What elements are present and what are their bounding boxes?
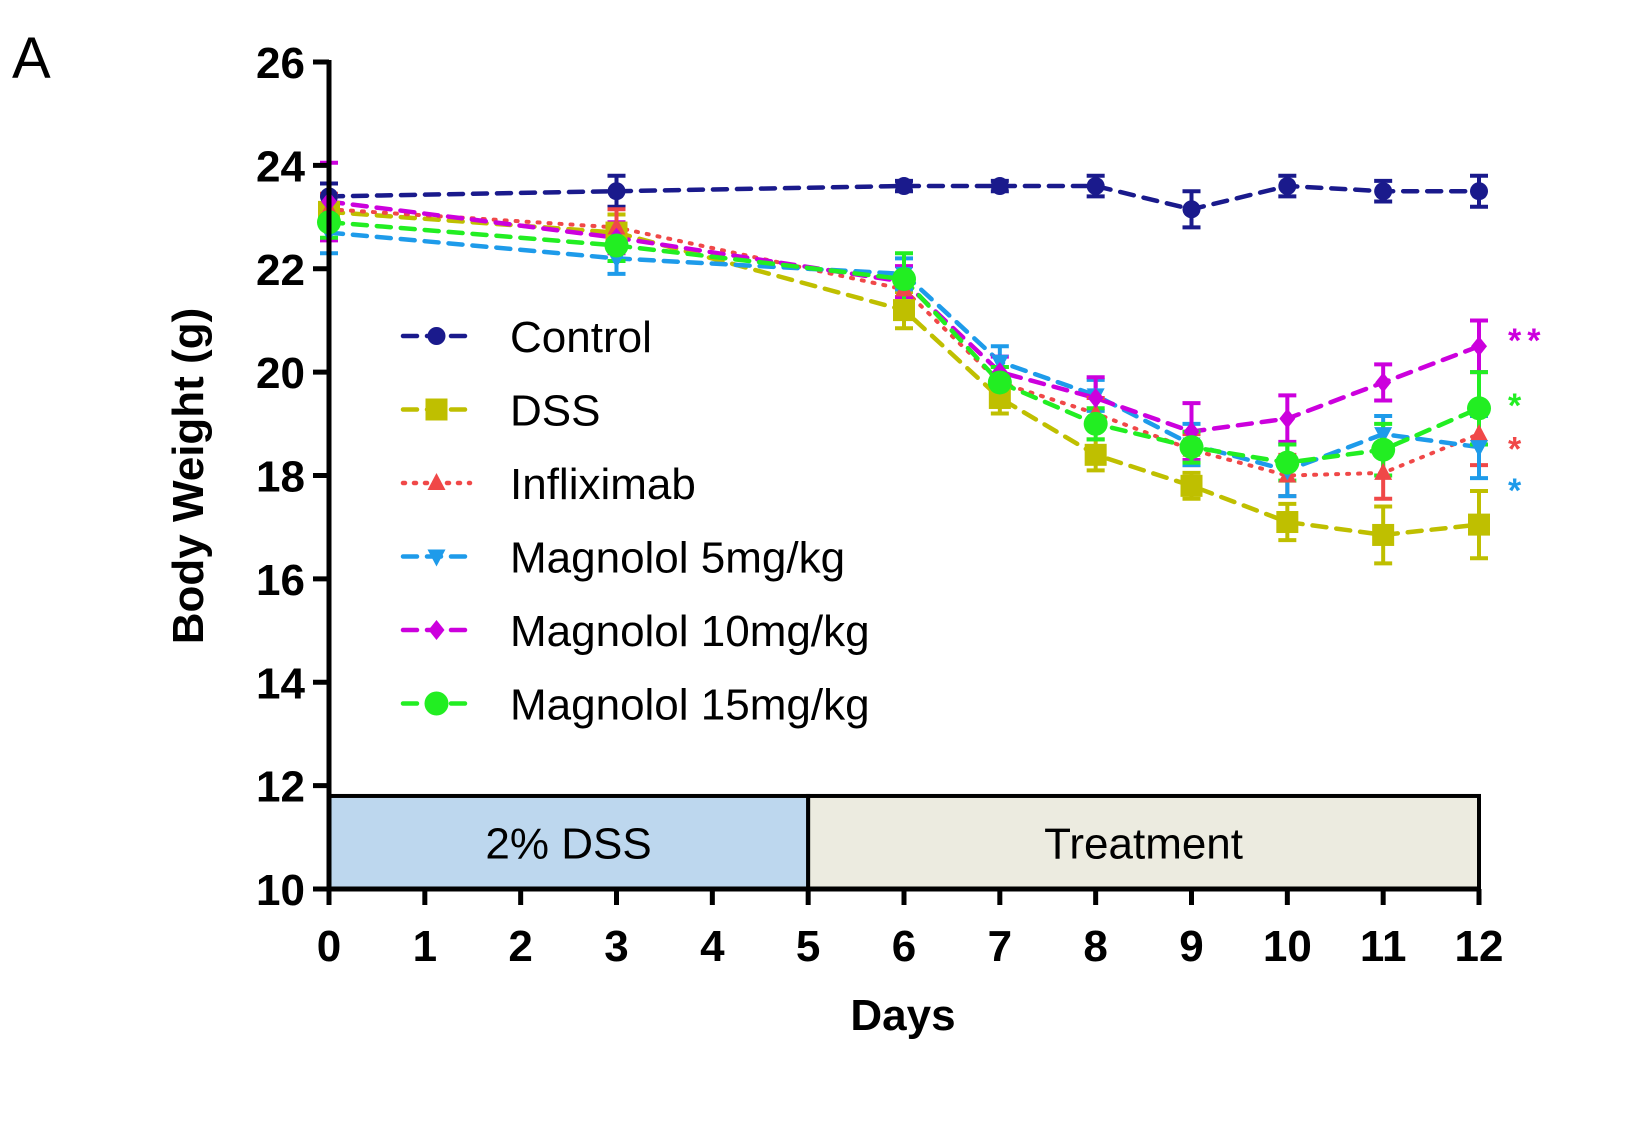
series-line-magnolol-10mg-kg	[326, 199, 1482, 434]
x-axis-title: Days	[850, 991, 955, 1040]
series-lines	[326, 183, 1482, 538]
legend-label-dss: DSS	[510, 387, 600, 436]
data-point-control	[990, 177, 1009, 196]
data-point-infliximab	[607, 217, 626, 235]
y-tick-label: 22	[256, 246, 305, 295]
legend-marker-infliximab	[427, 473, 446, 490]
data-point-control	[895, 177, 913, 196]
data-point-magnolol-15mg-kg	[1467, 396, 1491, 421]
data-point-control	[1470, 182, 1488, 201]
x-tick-label: 8	[1083, 922, 1107, 971]
x-tick-label: 6	[892, 922, 916, 971]
legend-marker-dss	[425, 398, 448, 421]
x-tick-label: 2	[508, 922, 532, 971]
legend-entry-control: Control	[400, 313, 652, 362]
legend-marker-magnolol-10mg-kg	[428, 620, 445, 640]
data-point-magnolol-5mg-kg	[1470, 440, 1488, 458]
series-markers	[317, 177, 1491, 546]
data-point-magnolol-15mg-kg	[604, 233, 629, 258]
data-point-dss	[1468, 513, 1490, 536]
significance-marks: *****	[1508, 322, 1546, 510]
data-point-dss	[893, 299, 915, 322]
data-point-infliximab	[1470, 424, 1488, 442]
panel-label: A	[12, 26, 51, 91]
x-tick-label: 0	[317, 922, 341, 971]
y-tick-label: 26	[256, 39, 305, 88]
data-point-dss	[1084, 443, 1107, 466]
x-tick-label: 5	[796, 922, 820, 971]
x-tick-label: 12	[1455, 922, 1504, 971]
phase-label-treatment: Treatment	[1044, 819, 1243, 868]
legend-label-infliximab: Infliximab	[510, 460, 696, 509]
x-tick-label: 10	[1263, 922, 1312, 971]
legend-marker-magnolol-15mg-kg	[424, 691, 449, 716]
data-point-magnolol-15mg-kg	[987, 370, 1012, 395]
x-tick-label: 3	[604, 922, 628, 971]
y-tick-label: 14	[256, 659, 305, 708]
data-point-control	[1182, 200, 1201, 219]
x-tick-label: 4	[700, 922, 725, 971]
significance-mark-magnolol-5mg-kg: *	[1508, 472, 1527, 510]
legend: Control DSS Infliximab Magnolol 5mg/kg Magno…	[400, 313, 870, 730]
data-point-magnolol-10mg-kg	[1087, 387, 1104, 408]
legend-entry-magnolol-15mg-kg: Magnolol 15mg/kg	[400, 681, 870, 730]
data-point-control	[607, 182, 626, 201]
data-point-infliximab	[1374, 462, 1393, 480]
y-tick-label: 24	[256, 142, 305, 191]
y-tick-label: 20	[256, 349, 305, 398]
data-point-dss	[1180, 474, 1203, 497]
legend-label-control: Control	[510, 313, 652, 362]
data-point-magnolol-15mg-kg	[1083, 411, 1108, 436]
significance-mark-magnolol-10mg-kg: **	[1508, 322, 1546, 360]
data-point-magnolol-5mg-kg	[1374, 427, 1393, 445]
data-point-magnolol-15mg-kg	[1179, 435, 1204, 460]
legend-marker-control	[427, 327, 446, 345]
y-tick-label: 18	[256, 453, 305, 502]
significance-mark-magnolol-15mg-kg: *	[1508, 387, 1527, 425]
legend-label-magnolol-10mg-kg: Magnolol 10mg/kg	[510, 607, 870, 656]
phase-bar-treatment	[806, 793, 1481, 892]
legend-label-magnolol-15mg-kg: Magnolol 15mg/kg	[510, 681, 870, 730]
data-point-magnolol-15mg-kg	[892, 267, 916, 292]
x-tick-label: 11	[1360, 922, 1407, 971]
data-point-control	[1086, 177, 1105, 196]
y-tick-label: 10	[256, 866, 305, 915]
legend-label-magnolol-5mg-kg: Magnolol 5mg/kg	[510, 534, 845, 583]
y-tick-label: 16	[256, 556, 305, 605]
phase-bars: 2% DSS Treatment	[327, 793, 1481, 892]
data-point-magnolol-15mg-kg	[1275, 450, 1300, 475]
x-tick-label: 1	[413, 922, 437, 971]
significance-mark-infliximab: *	[1508, 431, 1527, 469]
legend-marker-magnolol-5mg-kg	[427, 549, 446, 567]
legend-entry-infliximab: Infliximab	[400, 460, 696, 509]
data-point-control	[1278, 177, 1297, 196]
data-point-magnolol-10mg-kg	[1375, 372, 1392, 393]
y-axis-title: Body Weight (g)	[164, 308, 213, 644]
legend-entry-dss: DSS	[400, 387, 600, 436]
data-point-magnolol-10mg-kg	[1279, 408, 1296, 429]
data-point-magnolol-15mg-kg	[1371, 437, 1396, 462]
x-tick-label: 9	[1179, 922, 1203, 971]
data-point-dss	[1276, 511, 1299, 534]
data-point-control	[1374, 182, 1393, 201]
phase-label-2-dss: 2% DSS	[485, 819, 651, 868]
y-tick-label: 12	[256, 763, 305, 812]
x-tick-label: 7	[988, 922, 1012, 971]
legend-entry-magnolol-5mg-kg: Magnolol 5mg/kg	[400, 534, 845, 583]
legend-entry-magnolol-10mg-kg: Magnolol 10mg/kg	[400, 607, 870, 656]
data-point-magnolol-10mg-kg	[1471, 336, 1487, 357]
data-point-dss	[1372, 523, 1395, 546]
